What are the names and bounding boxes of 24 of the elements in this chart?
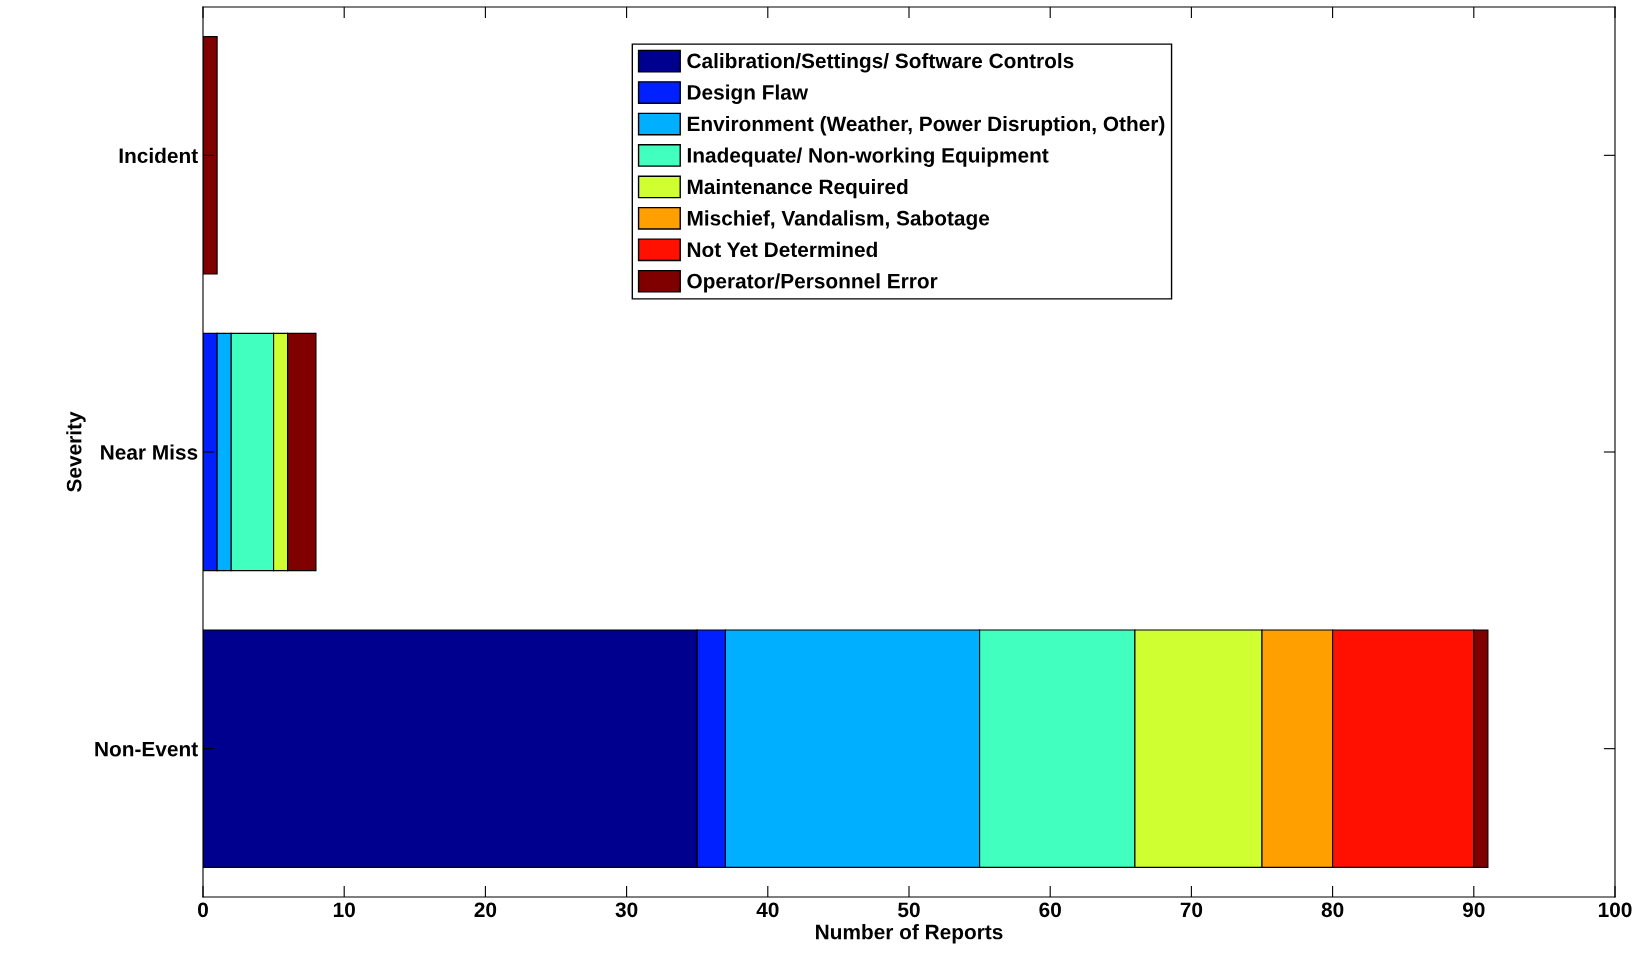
- legend-label: Environment (Weather, Power Disruption, Other): [687, 115, 1165, 136]
- legend-label: Maintenance Required: [687, 178, 908, 199]
- legend-label: Inadequate/ Non-working Equipment: [687, 147, 1049, 167]
- x-tick-label: 10: [333, 902, 355, 918]
- y-tick-label: Near Miss: [101, 444, 198, 460]
- legend-label: Mischief, Vandalism, Sabotage: [687, 210, 990, 230]
- x-tick-label: 80: [1321, 902, 1344, 918]
- legend-label: Operator/Personnel Error: [687, 273, 938, 293]
- x-tick-label: 100: [1598, 902, 1632, 918]
- y-tick-label: Non-Event: [95, 741, 198, 757]
- x-tick-label: 20: [474, 902, 497, 918]
- x-axis-title: Number of Reports: [816, 924, 1003, 944]
- legend-label: Calibration/Settings/ Software Controls: [687, 52, 1074, 73]
- y-axis-title: Severity: [66, 411, 86, 492]
- x-tick-label: 40: [756, 902, 779, 918]
- x-tick-label: 90: [1462, 902, 1485, 918]
- x-tick-label: 70: [1180, 902, 1203, 918]
- x-tick-label: 0: [198, 902, 208, 918]
- legend-label: Design Flaw: [687, 84, 809, 104]
- x-tick-label: 60: [1039, 902, 1061, 918]
- y-tick-label: Incident: [119, 147, 198, 164]
- x-tick-label: 50: [898, 902, 920, 918]
- x-tick-label: 30: [615, 902, 638, 918]
- legend-label: Not Yet Determined: [687, 241, 877, 258]
